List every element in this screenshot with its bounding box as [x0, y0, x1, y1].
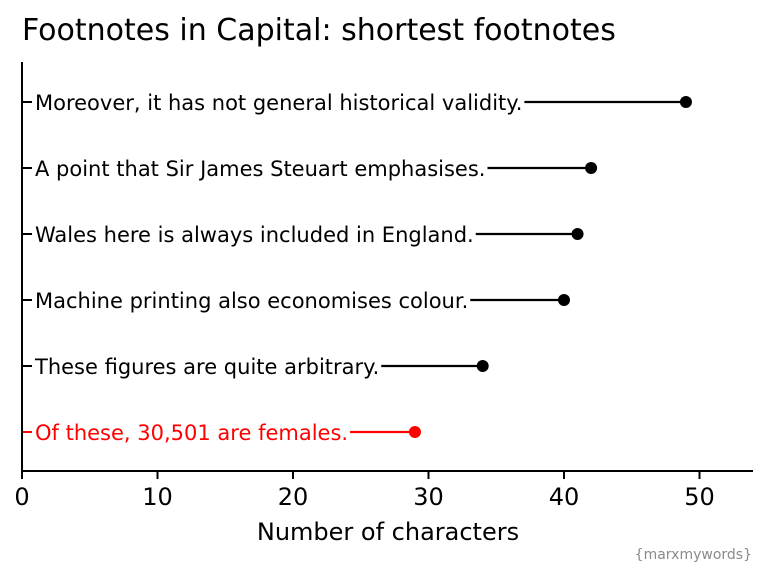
lollipop-point [408, 426, 421, 438]
lollipop-point [679, 96, 692, 108]
credit-label: {marxmywords} [635, 547, 752, 563]
category-label: A point that Sir James Steuart emphasise… [35, 157, 485, 181]
x-tick-label-10: 10 [142, 483, 173, 511]
category-label: Wales here is always included in England… [35, 223, 474, 247]
chart-marks: Moreover, it has not general historical … [22, 91, 692, 445]
category-label: Machine printing also economises colour. [35, 289, 468, 313]
x-tick-label-20: 20 [278, 483, 309, 511]
category-label: Of these, 30,501 are females. [35, 421, 348, 445]
lollipop-point [476, 360, 489, 372]
x-tick-label-40: 40 [549, 483, 580, 511]
chart-title: Footnotes in Capital: shortest footnotes [22, 13, 616, 48]
category-label: These figures are quite arbitrary. [34, 355, 379, 379]
x-tick-label-50: 50 [684, 483, 715, 511]
x-axis-label: Number of characters [257, 518, 519, 546]
x-tick-label-0: 0 [14, 483, 29, 511]
x-tick-label-30: 30 [413, 483, 444, 511]
x-axis-ticks: 0 10 20 30 40 50 [14, 471, 715, 511]
lollipop-point [558, 294, 570, 306]
category-label: Moreover, it has not general historical … [35, 91, 522, 115]
lollipop-point [585, 162, 598, 174]
lollipop-point [571, 228, 584, 240]
